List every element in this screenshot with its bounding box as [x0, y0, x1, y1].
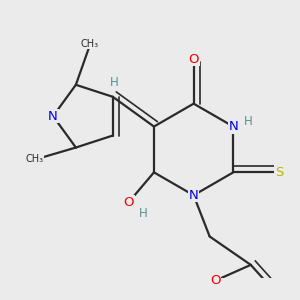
Text: N: N — [189, 189, 199, 202]
Text: O: O — [210, 274, 220, 287]
Text: N: N — [48, 110, 58, 123]
Text: S: S — [275, 166, 283, 179]
Text: H: H — [139, 206, 147, 220]
Text: CH₃: CH₃ — [26, 154, 44, 164]
Text: O: O — [188, 53, 199, 66]
Text: H: H — [244, 115, 253, 128]
Text: N: N — [228, 120, 238, 133]
Text: O: O — [124, 196, 134, 208]
Text: CH₃: CH₃ — [80, 39, 99, 49]
Text: H: H — [110, 76, 118, 89]
